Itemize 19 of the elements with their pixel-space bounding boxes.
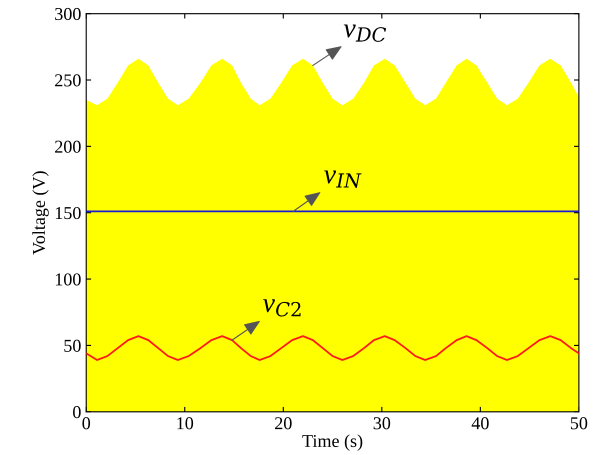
x-tick-label: 50 (570, 417, 588, 430)
annotation: v$_{DC}$ (344, 24, 386, 42)
y-tick-label: 300 (55, 8, 81, 20)
x-axis-title: Time (s) (302, 434, 362, 451)
y-tick-label: 200 (55, 140, 81, 153)
y-axis-title: Voltage (V) (32, 171, 49, 255)
x-tick-label: 0 (82, 417, 90, 430)
x-tick-label: 20 (275, 417, 292, 430)
x-tick-label: 40 (472, 417, 489, 430)
x-tick-label: 30 (374, 417, 390, 430)
y-tick-label: 100 (56, 273, 81, 286)
y-tick-label: 150 (56, 206, 81, 220)
y-tick-label: 250 (55, 74, 81, 86)
annotation: v$_{C2}$ (262, 299, 301, 317)
line-series (86, 335, 579, 361)
y-tick-label: 50 (64, 340, 81, 352)
annotation: v$_{IN}$ (324, 170, 362, 188)
x-tick-label: 10 (177, 417, 194, 430)
y-tick-label: 0 (73, 406, 81, 418)
